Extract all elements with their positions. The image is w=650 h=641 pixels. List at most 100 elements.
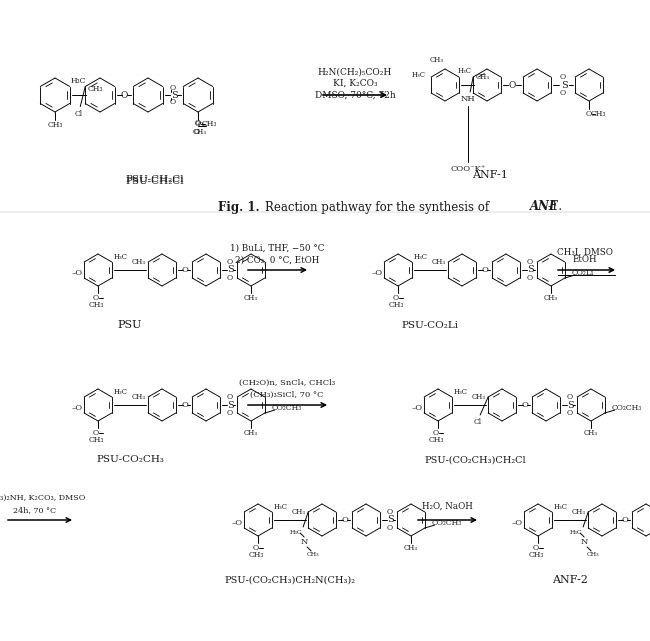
Text: O: O bbox=[120, 90, 127, 99]
Text: CH₃: CH₃ bbox=[193, 128, 207, 136]
Text: PSU-(CO₂CH₃)CH₂N(CH₃)₂: PSU-(CO₂CH₃)CH₂N(CH₃)₂ bbox=[224, 576, 356, 585]
Text: O: O bbox=[527, 258, 533, 266]
Text: (CH₃)₃SiCl, 70 °C: (CH₃)₃SiCl, 70 °C bbox=[250, 391, 324, 399]
Text: O: O bbox=[621, 516, 629, 524]
Text: ANF-2: ANF-2 bbox=[552, 575, 588, 585]
Text: CH₃: CH₃ bbox=[587, 551, 599, 556]
Text: O: O bbox=[227, 258, 233, 266]
Text: CH₃: CH₃ bbox=[404, 544, 418, 552]
Text: CH₃: CH₃ bbox=[307, 551, 319, 556]
Text: CH₃: CH₃ bbox=[88, 85, 103, 93]
Text: O: O bbox=[227, 274, 233, 282]
Text: CH₃: CH₃ bbox=[544, 294, 558, 302]
Text: CO₂CH₃: CO₂CH₃ bbox=[432, 519, 462, 527]
Text: COO⁻K⁺: COO⁻K⁺ bbox=[450, 165, 486, 173]
Text: 1) BuLi, THF, −50 °C: 1) BuLi, THF, −50 °C bbox=[229, 244, 324, 253]
Text: O: O bbox=[341, 516, 348, 524]
Text: O: O bbox=[227, 409, 233, 417]
Text: O: O bbox=[521, 401, 528, 409]
Text: 2) CO₂, 0 °C, EtOH: 2) CO₂, 0 °C, EtOH bbox=[235, 256, 319, 265]
Text: (CH₂O)n, SnCl₄, CHCl₃: (CH₂O)n, SnCl₄, CHCl₃ bbox=[239, 379, 335, 387]
Text: N: N bbox=[580, 538, 588, 546]
Text: O: O bbox=[93, 429, 99, 437]
Text: PSU-(CO₂CH₃)CH₂Cl: PSU-(CO₂CH₃)CH₂Cl bbox=[424, 456, 526, 465]
Text: H₃C: H₃C bbox=[290, 529, 302, 535]
Text: H₃C: H₃C bbox=[458, 67, 472, 75]
Text: H₃C: H₃C bbox=[71, 77, 86, 85]
Text: –O: –O bbox=[512, 519, 523, 527]
Text: O: O bbox=[194, 128, 200, 136]
Text: CH₃: CH₃ bbox=[88, 436, 104, 444]
Text: O: O bbox=[170, 98, 176, 106]
Text: S: S bbox=[170, 90, 177, 99]
Text: O: O bbox=[253, 544, 259, 552]
Text: O: O bbox=[197, 121, 203, 129]
Text: CO₂CH₃: CO₂CH₃ bbox=[612, 404, 642, 412]
Text: KI, K₂CO₃: KI, K₂CO₃ bbox=[333, 78, 377, 88]
Text: O: O bbox=[227, 393, 233, 401]
Text: –O: –O bbox=[411, 404, 422, 412]
Text: Cl: Cl bbox=[74, 110, 83, 119]
Text: -1.: -1. bbox=[547, 201, 562, 213]
Text: H₃C: H₃C bbox=[114, 388, 128, 396]
Text: O: O bbox=[527, 274, 533, 282]
Text: O: O bbox=[195, 120, 201, 128]
Text: O: O bbox=[508, 81, 515, 90]
Text: O: O bbox=[560, 73, 566, 81]
Text: Cl: Cl bbox=[474, 418, 482, 426]
Text: CH₃: CH₃ bbox=[432, 258, 446, 266]
Text: CH₃: CH₃ bbox=[388, 301, 404, 309]
Text: PSU-CO₂Li: PSU-CO₂Li bbox=[402, 320, 458, 329]
Text: –O: –O bbox=[371, 269, 383, 277]
Text: CO₂Li: CO₂Li bbox=[572, 269, 594, 277]
Text: –O: –O bbox=[72, 404, 83, 412]
Text: O: O bbox=[482, 266, 488, 274]
Text: CO₂CH₃: CO₂CH₃ bbox=[272, 404, 302, 412]
Text: H₃C: H₃C bbox=[274, 503, 288, 511]
Text: S: S bbox=[227, 265, 235, 274]
Text: CH₃: CH₃ bbox=[572, 508, 586, 516]
Text: O: O bbox=[567, 409, 573, 417]
Text: O: O bbox=[387, 508, 393, 516]
Text: EtOH: EtOH bbox=[573, 256, 597, 265]
Text: H₂N(CH₂)₅CO₂H: H₂N(CH₂)₅CO₂H bbox=[318, 67, 392, 76]
Text: H₂O, NaOH: H₂O, NaOH bbox=[422, 501, 473, 510]
Text: ANF-1: ANF-1 bbox=[472, 170, 508, 180]
Text: CH₃: CH₃ bbox=[476, 73, 490, 81]
Text: H₃C: H₃C bbox=[554, 503, 568, 511]
Text: O: O bbox=[181, 266, 188, 274]
Text: CH₃: CH₃ bbox=[248, 551, 264, 559]
Text: CH₃: CH₃ bbox=[428, 436, 444, 444]
Text: CH₃: CH₃ bbox=[292, 508, 306, 516]
Text: O: O bbox=[586, 110, 592, 118]
Text: NH: NH bbox=[461, 95, 476, 103]
Text: CH₃: CH₃ bbox=[132, 258, 146, 266]
Text: O: O bbox=[567, 393, 573, 401]
Text: CH₃: CH₃ bbox=[244, 294, 258, 302]
Text: O: O bbox=[393, 294, 399, 302]
Text: Fig. 1.: Fig. 1. bbox=[218, 201, 259, 213]
Text: S: S bbox=[227, 401, 235, 410]
Text: ANF: ANF bbox=[530, 201, 558, 213]
Text: PSU-CO₂CH₃: PSU-CO₂CH₃ bbox=[96, 456, 164, 465]
Text: CH₃: CH₃ bbox=[47, 121, 62, 129]
Text: O: O bbox=[560, 89, 566, 97]
Text: PSU-CH₂Cl: PSU-CH₂Cl bbox=[125, 176, 185, 185]
Text: CH₃: CH₃ bbox=[132, 393, 146, 401]
Text: O: O bbox=[195, 119, 201, 127]
Text: S: S bbox=[560, 81, 567, 90]
Text: H₃C: H₃C bbox=[414, 253, 428, 261]
Text: O: O bbox=[533, 544, 539, 552]
Text: DMSO, 70°C, 72h: DMSO, 70°C, 72h bbox=[315, 90, 395, 99]
Text: PSU-CH₂Cl: PSU-CH₂Cl bbox=[125, 176, 185, 185]
Text: H₃C: H₃C bbox=[570, 529, 582, 535]
Text: CH₃: CH₃ bbox=[244, 429, 258, 437]
Text: (CH₃)₂NH, K₂CO₃, DMSO: (CH₃)₂NH, K₂CO₃, DMSO bbox=[0, 494, 86, 502]
Text: CH₃: CH₃ bbox=[528, 551, 543, 559]
Text: –O: –O bbox=[72, 269, 83, 277]
Text: S: S bbox=[387, 515, 395, 524]
Text: H₃C: H₃C bbox=[114, 253, 128, 261]
Text: O: O bbox=[170, 84, 176, 92]
Text: CH₃: CH₃ bbox=[88, 301, 104, 309]
Text: –O: –O bbox=[231, 519, 242, 527]
